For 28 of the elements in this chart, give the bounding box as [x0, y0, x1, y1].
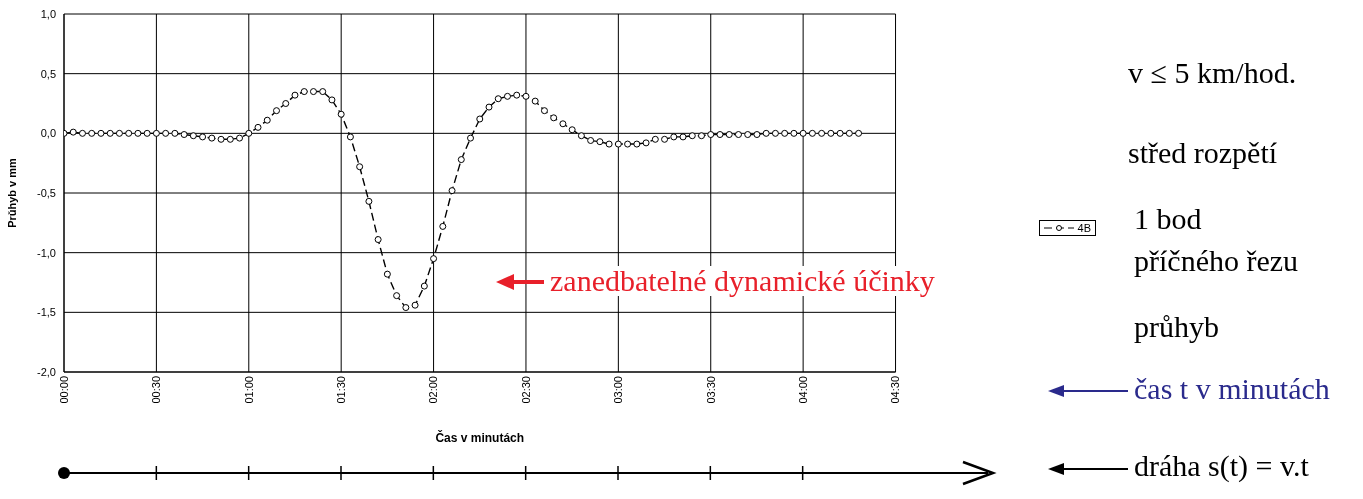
x-tick-label: 01:30: [334, 376, 347, 404]
x-tick-label: 03:30: [704, 376, 717, 404]
y-axis-title: Průhyb v mm: [5, 157, 18, 228]
y-tick-label: -1,0: [37, 246, 56, 259]
y-tick-label: 0,5: [40, 67, 56, 80]
x-tick-label: 02:30: [519, 376, 532, 404]
y-tick-label: -0,5: [37, 186, 56, 199]
x-axis-title: Čas v minutách: [435, 430, 525, 445]
x-tick-label: 01:00: [242, 376, 255, 404]
y-tick-label: 0,0: [40, 127, 56, 140]
x-tick-label: 02:00: [427, 376, 440, 404]
text: 1 bod: [1132, 202, 1204, 235]
text: střed rozpětí: [1126, 136, 1280, 169]
annotation: zanedbatelné dynamické účinky: [548, 264, 937, 297]
x-tick-label: 00:00: [57, 376, 70, 404]
y-tick-label: -1,5: [37, 306, 56, 319]
x-tick-label: 00:30: [150, 376, 163, 404]
x-tick-label: 03:00: [612, 376, 625, 404]
text: průhyb: [1132, 310, 1221, 343]
x-tick-label: 04:30: [889, 376, 902, 404]
text: dráha s(t) = v.t: [1132, 449, 1311, 482]
text: čas t v minutách: [1132, 372, 1332, 405]
y-tick-label: -2,0: [37, 365, 56, 378]
x-tick-label: 04:00: [796, 376, 809, 404]
y-tick-label: 1,0: [40, 7, 56, 20]
text: v ≤ 5 km/hod.: [1126, 56, 1299, 89]
legend-label: 4B: [1077, 222, 1091, 234]
text: příčného řezu: [1132, 244, 1301, 277]
